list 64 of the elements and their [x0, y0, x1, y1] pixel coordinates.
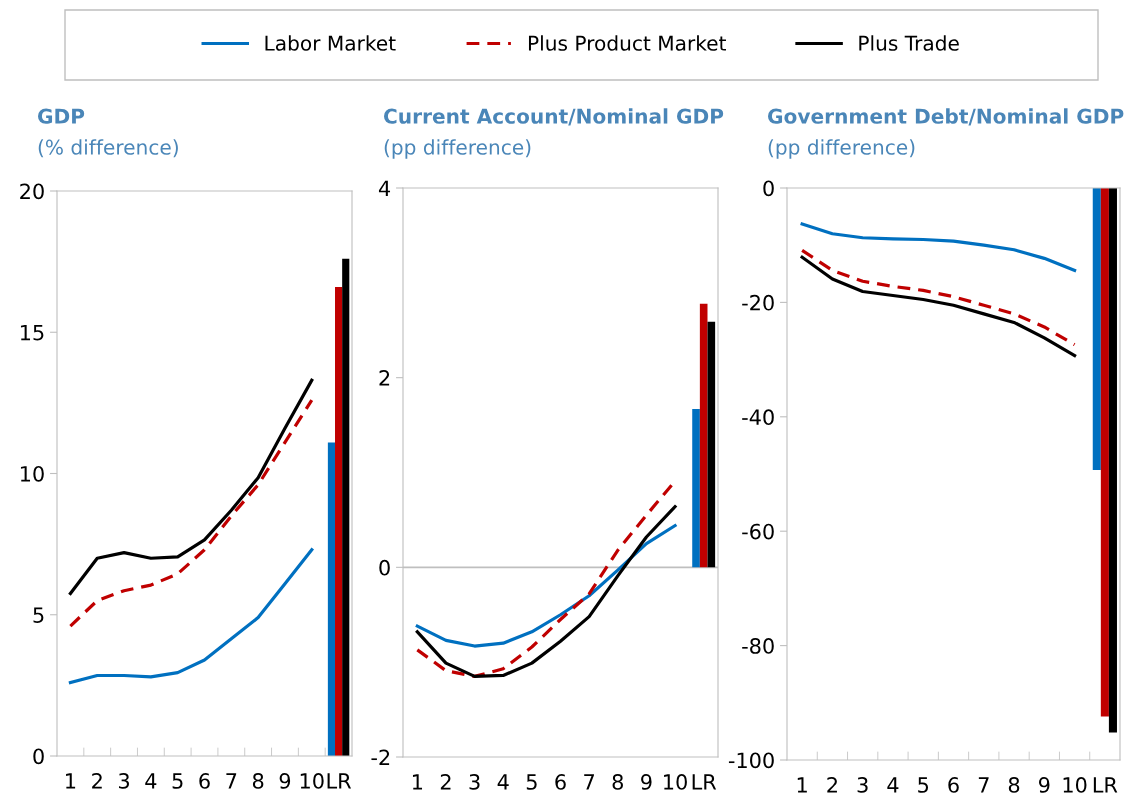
x-tick-label: 7: [226, 773, 237, 789]
y-tick-label: 5: [33, 607, 44, 623]
x-tick-label: 8: [252, 773, 264, 789]
y-tick-label: -20: [742, 294, 774, 311]
y-tick-label: 0: [33, 748, 44, 765]
x-tick-label: 1: [797, 777, 807, 793]
x-tick-label: LR: [692, 774, 717, 790]
x-tick-label: 6: [555, 774, 566, 790]
x-tick-label: 2: [92, 773, 102, 789]
x-tick-label: LR: [327, 773, 352, 789]
x-tick-label: 3: [857, 777, 868, 793]
x-tick-label: 9: [641, 774, 652, 790]
legend-label: Labor Market: [265, 35, 396, 51]
x-tick-label: 1: [66, 773, 76, 789]
line-series: [415, 524, 677, 648]
x-tick-label: 4: [145, 773, 157, 789]
chart-subtitle: (pp difference): [768, 139, 915, 159]
x-tick-label: LR: [1093, 777, 1118, 793]
x-tick-label: 5: [172, 773, 183, 789]
x-tick-label: 3: [469, 774, 480, 790]
x-tick-label: 4: [497, 774, 509, 790]
legend-label: Plus Product Market: [528, 35, 726, 51]
x-tick-label: 8: [612, 774, 623, 790]
x-tick-label: 2: [440, 774, 451, 790]
line-series: [68, 398, 314, 628]
y-tick-label: 10: [20, 465, 44, 482]
y-tick-label: -100: [728, 752, 774, 769]
x-tick-label: 4: [887, 777, 899, 793]
chart-title: GDP: [38, 108, 85, 124]
y-tick-label: 20: [20, 183, 44, 200]
x-tick-label: 10: [1063, 777, 1087, 793]
x-tick-label: 5: [918, 777, 929, 793]
chart-subtitle: (% difference): [38, 139, 178, 158]
x-tick-label: 7: [584, 774, 594, 790]
line-series: [800, 255, 1077, 358]
line-series: [800, 222, 1077, 272]
x-tick-label: 10: [300, 773, 324, 789]
x-tick-label: 5: [526, 774, 537, 790]
line-series: [800, 248, 1077, 347]
x-tick-label: 6: [199, 773, 210, 789]
line-series: [68, 378, 314, 596]
x-tick-label: 7: [978, 777, 989, 793]
y-tick-label: 0: [379, 559, 390, 576]
chart-subtitle: (pp difference): [384, 139, 531, 159]
x-tick-label: 6: [948, 777, 959, 793]
x-tick-label: 8: [1008, 777, 1020, 793]
y-tick-label: -2: [371, 749, 390, 765]
y-tick-label: 4: [378, 180, 391, 196]
line-series: [68, 548, 314, 685]
y-tick-label: -40: [742, 409, 774, 426]
y-tick-label: -80: [742, 638, 774, 654]
x-tick-label: 9: [1039, 777, 1050, 793]
x-tick-label: 9: [279, 773, 291, 789]
x-tick-label: 1: [412, 774, 423, 790]
x-tick-label: 2: [827, 777, 837, 793]
y-tick-label: 2: [379, 370, 390, 386]
chart-title: Government Debt/Nominal GDP: [768, 108, 1124, 126]
x-tick-label: 10: [664, 774, 687, 790]
y-tick-label: 0: [763, 180, 774, 197]
legend-label: Plus Trade: [859, 35, 959, 51]
y-tick-label: -60: [742, 523, 774, 540]
y-tick-label: 15: [20, 324, 44, 341]
x-tick-label: 3: [119, 773, 129, 789]
chart-title: Current Account/Nominal GDP: [384, 108, 724, 126]
